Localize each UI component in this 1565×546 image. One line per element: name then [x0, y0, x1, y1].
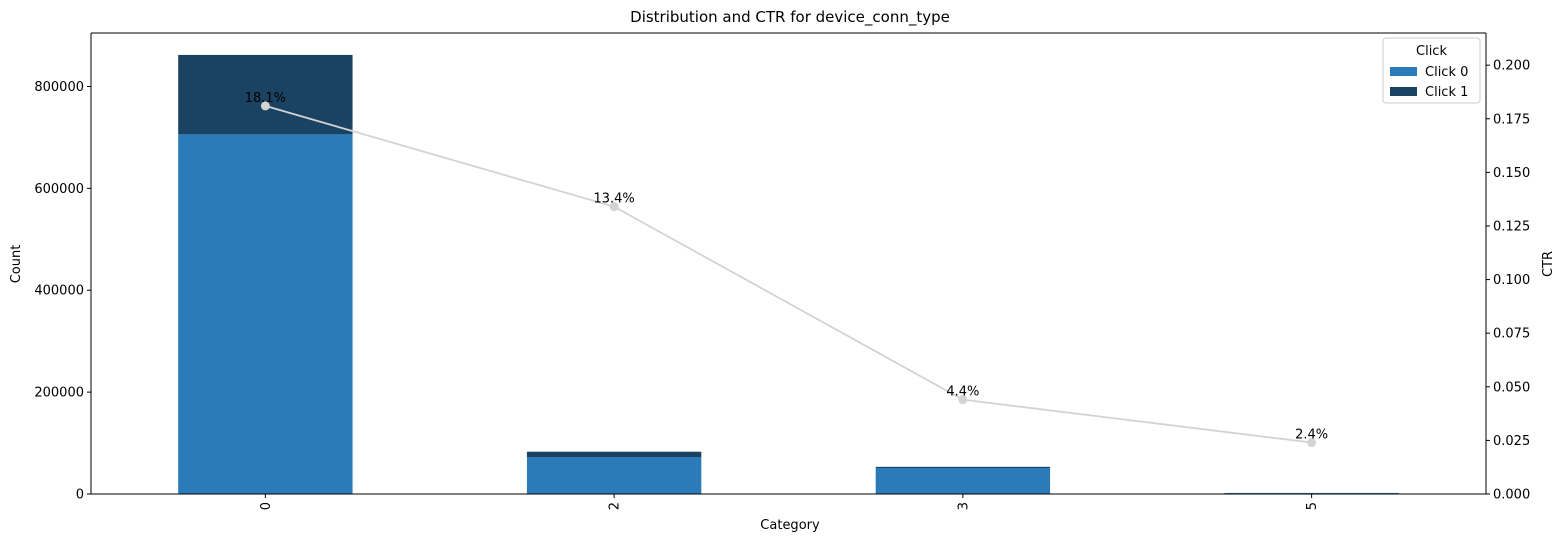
bar-click0-cat-0 [178, 134, 352, 494]
x-tick-label: 0 [259, 502, 274, 510]
bar-click1-cat-3 [876, 467, 1050, 468]
bars-layer [178, 55, 1399, 494]
y2-tick-label: 0.125 [1493, 219, 1530, 234]
legend: Click Click 0 Click 1 [1383, 38, 1480, 103]
x-tick-label: 3 [956, 502, 971, 510]
legend-swatch-click0 [1390, 67, 1417, 76]
y2-tick-label: 0.200 [1493, 59, 1530, 74]
chart-title: Distribution and CTR for device_conn_typ… [630, 8, 950, 27]
y-tick-label: 800000 [34, 80, 84, 95]
legend-label-click1: Click 1 [1425, 85, 1468, 100]
x-axis-label: Category [760, 518, 820, 533]
ctr-data-label-0: 18.1% [245, 91, 286, 106]
legend-label-click0: Click 0 [1425, 65, 1468, 80]
bar-click0-cat-2 [527, 457, 701, 494]
y2-tick-label: 0.025 [1493, 434, 1530, 449]
y-tick-label: 600000 [34, 182, 84, 197]
y-tick-label: 0 [76, 488, 84, 503]
ctr-line [265, 106, 1311, 443]
y-tick-label: 200000 [34, 386, 84, 401]
y2-tick-label: 0.150 [1493, 166, 1530, 181]
y2-tick-label: 0.100 [1493, 273, 1530, 288]
y2-tick-label: 0.075 [1493, 327, 1530, 342]
y2-tick-label: 0.000 [1493, 488, 1530, 503]
bar-click1-cat-2 [527, 452, 701, 458]
ctr-data-label-5: 2.4% [1295, 428, 1328, 443]
ctr-data-label-2: 13.4% [593, 192, 634, 207]
legend-swatch-click1 [1390, 87, 1417, 96]
ctr-line-layer: 18.1% 13.4% 4.4% 2.4% [245, 91, 1328, 447]
secondary-y-axis-label: CTR [1541, 251, 1556, 277]
x-tick-label: 5 [1305, 502, 1320, 510]
legend-title: Click [1416, 44, 1447, 59]
y-axis-label: Count [9, 245, 24, 284]
y2-tick-label: 0.050 [1493, 380, 1530, 395]
x-tick-label: 2 [608, 502, 623, 510]
y2-tick-label: 0.175 [1493, 112, 1530, 127]
bar-click0-cat-3 [876, 468, 1050, 494]
y-tick-label: 400000 [34, 284, 84, 299]
ctr-data-label-3: 4.4% [946, 385, 979, 400]
